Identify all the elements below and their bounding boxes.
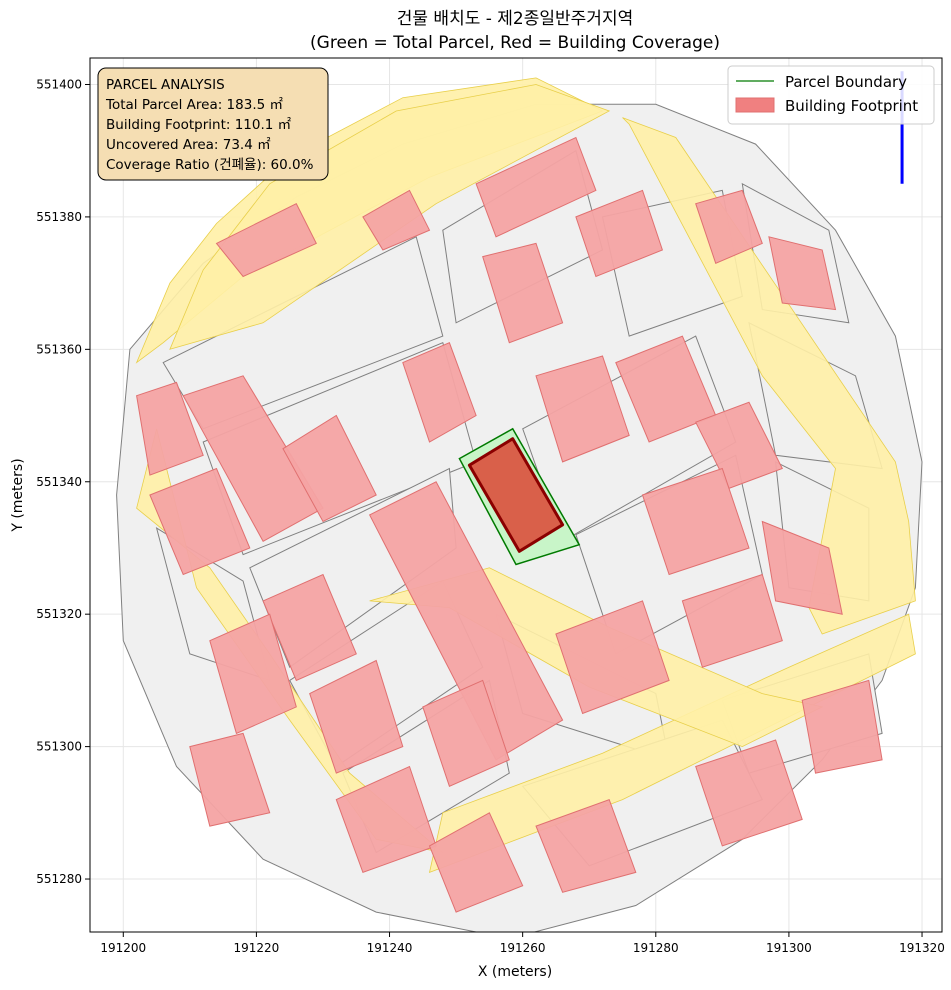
chart-title-line-2: (Green = Total Parcel, Red = Building Co… xyxy=(310,33,720,53)
info-heading: PARCEL ANALYSIS xyxy=(106,77,225,93)
building-footprint xyxy=(681,573,783,668)
legend-background xyxy=(727,65,935,125)
building-footprint xyxy=(482,242,564,344)
building-footprint xyxy=(695,189,763,264)
target-building xyxy=(467,437,565,553)
info-uncovered-area: Uncovered Area: 73.4 ㎡ xyxy=(106,137,271,153)
x-tick-label: 191220 xyxy=(234,941,280,955)
building-footprint xyxy=(768,236,837,311)
plot-frame xyxy=(89,57,943,933)
target-layer xyxy=(458,427,581,566)
legend: Parcel Boundary Building Footprint xyxy=(727,65,935,125)
y-tick-label: 551340 xyxy=(36,475,82,489)
info-building-footprint: Building Footprint: 110.1 ㎡ xyxy=(106,117,292,133)
y-tick-label: 551360 xyxy=(36,342,82,356)
x-tick-label: 191280 xyxy=(633,941,679,955)
info-total-parcel-area: Total Parcel Area: 183.5 ㎡ xyxy=(105,97,283,113)
building-footprint xyxy=(282,414,377,523)
x-tick-label: 191300 xyxy=(766,941,812,955)
legend-parcel-label: Parcel Boundary xyxy=(785,73,907,91)
info-box: PARCEL ANALYSIS Total Parcel Area: 183.5… xyxy=(97,67,329,181)
x-tick-label: 191200 xyxy=(100,941,146,955)
y-tick-label: 551280 xyxy=(36,872,82,886)
y-axis-ticks: 551280 551300 551320 551340 551360 551380 5514… xyxy=(36,77,90,886)
building-footprint xyxy=(695,401,783,490)
road-polygon xyxy=(428,613,916,874)
building-footprint xyxy=(695,739,803,847)
building-layer xyxy=(136,136,883,913)
chart-title-line-1: 건물 배치도 - 제2종일반주거지역 xyxy=(397,9,633,29)
building-footprint xyxy=(189,732,271,827)
x-axis-ticks: 191200 191220 191240 191260 191280 191300 1913… xyxy=(100,932,945,955)
y-tick-label: 551400 xyxy=(36,77,82,91)
road-polygon xyxy=(622,117,916,635)
building-footprint xyxy=(475,136,597,238)
info-box-background xyxy=(97,67,329,181)
building-footprint xyxy=(555,600,670,715)
legend-building-label: Building Footprint xyxy=(785,97,918,115)
building-footprint xyxy=(209,613,297,735)
building-footprint xyxy=(136,381,204,476)
building-footprint xyxy=(309,659,404,774)
y-axis-label: Y (meters) xyxy=(10,458,26,532)
building-footprint xyxy=(575,189,664,278)
x-tick-label: 191320 xyxy=(899,941,945,955)
building-footprint xyxy=(641,467,750,576)
building-footprint xyxy=(535,798,637,893)
building-footprint xyxy=(215,203,317,278)
building-footprint xyxy=(761,520,843,615)
building-footprint xyxy=(422,679,510,787)
x-tick-label: 191240 xyxy=(367,941,413,955)
y-tick-label: 551300 xyxy=(36,740,82,754)
x-axis-label: X (meters) xyxy=(478,964,552,980)
y-tick-label: 551380 xyxy=(36,210,82,224)
y-tick-label: 551320 xyxy=(36,607,82,621)
building-footprint xyxy=(402,342,477,443)
building-footprint xyxy=(149,467,251,576)
legend-building-swatch xyxy=(735,97,775,113)
building-footprint xyxy=(801,679,883,774)
info-coverage-ratio: Coverage Ratio (건폐율): 60.0% xyxy=(106,157,314,173)
building-footprint xyxy=(362,189,431,251)
building-footprint xyxy=(535,355,630,463)
x-tick-label: 191260 xyxy=(500,941,546,955)
building-footprint xyxy=(368,481,564,761)
building-footprint xyxy=(428,812,524,913)
building-footprint xyxy=(262,573,357,682)
